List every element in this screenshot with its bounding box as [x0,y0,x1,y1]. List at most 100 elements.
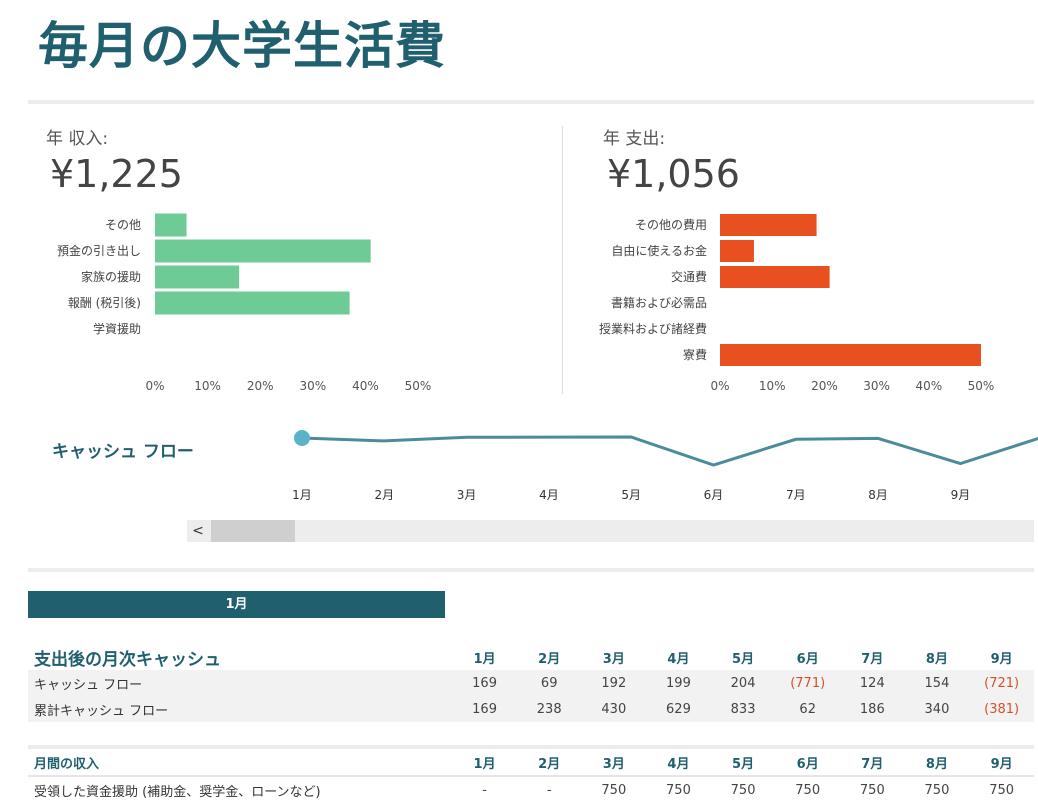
table-cell: (721) [969,670,1034,696]
x-tick-label: 40% [352,379,379,393]
col-header: 8月 [925,651,948,667]
bar [720,240,754,262]
col-header: 8月 [904,745,970,777]
col-header: 9月 [990,651,1013,667]
col-header: 7月 [861,651,884,667]
table-cell: 750 [859,782,885,798]
table-cell: 192 [581,670,647,696]
row-label: 累計キャッシュ フロー [28,696,453,722]
table-cell: 169 [452,696,517,722]
x-tick-label: 40% [915,379,942,393]
col-header: 5月 [732,651,755,667]
bar-category-label: 交通費 [671,269,707,284]
monthly-income-table: 月間の収入 1月 2月 3月 4月 5月 6月 7月 8月 9月 受領した資金援… [28,745,1034,803]
bar [155,239,371,263]
x-tick-label: 8月 [868,488,888,502]
bar-category-label: その他 [105,218,141,232]
table-cell: (771) [775,670,841,696]
scroll-thumb[interactable] [211,520,295,542]
cashflow-series-line [301,435,1038,467]
table-row: キャッシュ フロー 169 69 192 199 204 (771) 124 1… [28,670,1034,696]
bar [720,214,817,236]
table-cell: 340 [904,696,970,722]
col-header: 9月 [969,745,1034,777]
x-tick-label: 10% [194,379,221,393]
expense-total: ¥1,056 [607,152,740,196]
bar-category-label: 書籍および必需品 [611,295,707,310]
horizontal-scrollbar[interactable]: < [187,520,1034,542]
table-cell: 169 [452,670,517,696]
table-cell: 238 [516,696,582,722]
cashflow-line-chart: 1月2月3月4月5月6月7月8月9月1 [280,425,1038,514]
table-cell: 750 [795,782,821,798]
income-bar-chart: その他 預金の引き出し 家族の援助 報酬 (税引後) 学資援助 0% 10% 20% 30% 40… [40,208,460,404]
table-cell: 750 [989,782,1015,798]
cashflow-title: キャッシュ フロー [52,442,194,462]
col-header: 4月 [667,651,690,667]
x-tick-label: 7月 [786,488,806,502]
table-row: 累計キャッシュ フロー 169 238 430 629 833 62 186 3… [28,696,1034,722]
x-tick-label: 30% [863,379,890,393]
bar [155,213,187,237]
col-header: 2月 [516,745,582,777]
table-cell: 750 [924,782,950,798]
table-cell: 750 [730,782,756,798]
bar-category-label: 家族の援助 [81,269,141,284]
x-tick-label: 30% [299,379,326,393]
table-cell: 750 [601,782,627,798]
bar [720,266,830,288]
row-label: 受領した資金援助 (補助金、奨学金、ローンなど) [34,784,321,800]
x-tick-label: 1月 [292,488,312,502]
bar [155,265,240,289]
section-divider [28,568,1034,572]
table-row: 受領した資金援助 (補助金、奨学金、ローンなど) - - 750 750 750… [28,776,1034,803]
bar-category-label: 報酬 (税引後) [68,296,141,310]
table-cell: 186 [840,696,905,722]
col-header: 6月 [775,745,841,777]
col-header: 3月 [581,745,647,777]
panel-divider [562,126,563,394]
scroll-left-arrow-icon[interactable]: < [192,523,204,539]
month-tab-january[interactable]: 1月 [28,591,445,618]
x-tick-label: 4月 [539,488,559,502]
x-tick-label: 2月 [374,488,394,502]
row-label: キャッシュ フロー [28,670,453,696]
bar-category-label: その他の費用 [635,217,707,232]
bar-category-label: 学資援助 [93,321,141,336]
x-tick-label: 3月 [457,488,477,502]
col-header: 4月 [646,745,711,777]
income-label: 年 収入: [46,129,109,149]
table-cell: 750 [666,782,691,798]
table-cell: 69 [516,670,582,696]
col-header: 6月 [796,651,819,667]
table-cell: 204 [710,670,776,696]
table-cell: - [546,782,552,798]
x-tick-label: 20% [247,379,274,393]
monthly-cash-table: 支出後の月次キャッシュ 1月 2月 3月 4月 5月 6月 7月 8月 9月 キ… [28,644,1034,722]
x-tick-label: 5月 [621,488,641,502]
x-tick-label: 0% [710,379,729,393]
col-header: 1月 [452,745,517,777]
table-cell: 62 [775,696,841,722]
x-tick-label: 50% [405,379,432,393]
income-total: ¥1,225 [50,152,183,196]
col-header: 2月 [538,651,561,667]
table-cell: 199 [646,670,711,696]
col-header: 7月 [840,745,905,777]
x-tick-label: 50% [968,379,995,393]
bar-category-label: 自由に使えるお金 [611,243,707,258]
col-header: 3月 [602,651,625,667]
x-tick-label: 9月 [951,488,971,502]
table-cell: - [482,782,487,798]
x-tick-label: 10% [759,379,786,393]
header-divider [28,100,1034,104]
x-tick-label: 20% [811,379,838,393]
table-cell: 629 [646,696,711,722]
expense-bar-chart: その他の費用 自由に使えるお金 交通費 書籍および必需品 授業料および諸経費 寮費 0% 10… [570,208,1030,404]
cashflow-point-marker[interactable] [294,430,310,447]
bar-category-label: 預金の引き出し [57,243,141,258]
table-cell: 833 [710,696,776,722]
table-cell: 430 [581,696,647,722]
monthly-cash-section-title: 支出後の月次キャッシュ [34,649,221,670]
bar [155,291,350,315]
